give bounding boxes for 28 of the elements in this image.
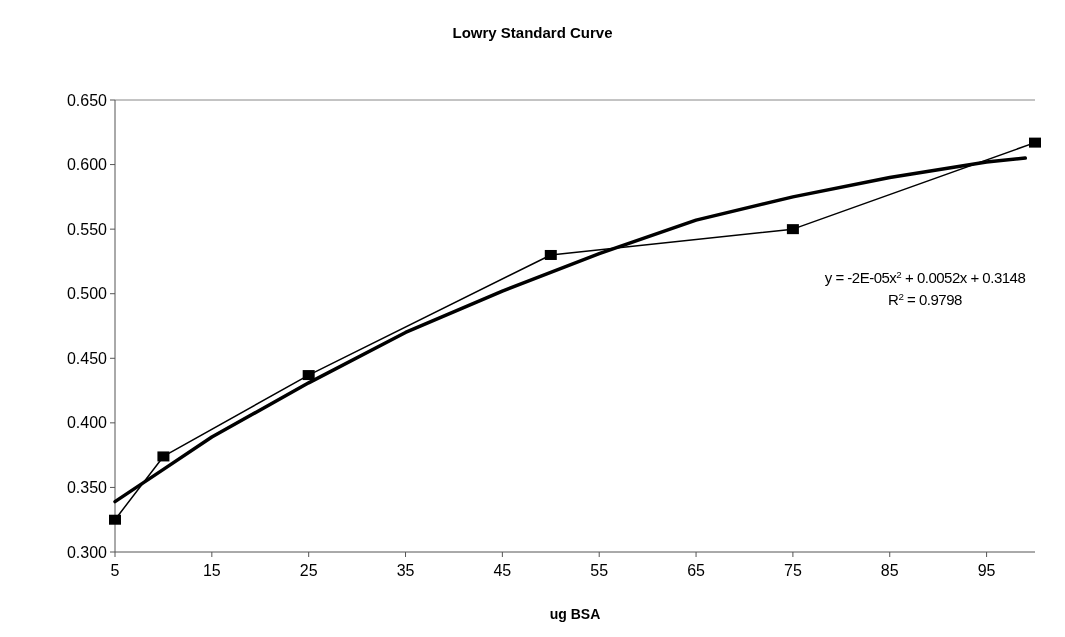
x-tick-label: 75 xyxy=(784,562,802,579)
y-tick-label: 0.400 xyxy=(66,414,108,432)
x-tick-label: 35 xyxy=(396,562,415,579)
y-tick-label: 0.300 xyxy=(66,543,108,561)
point xyxy=(109,514,121,525)
y-tick-label: 0.500 xyxy=(66,285,108,303)
x-tick-label: 5 xyxy=(110,562,120,579)
annotation: R$^{2}$ = 0.9798 xyxy=(888,290,963,308)
annotation: y = -2E-05x$^{2}$ + 0.0052x + 0.3148 xyxy=(824,268,1026,286)
x-tick-label: 45 xyxy=(493,562,512,579)
x-tick-label: 25 xyxy=(299,562,318,579)
y-tick-label: 0.650 xyxy=(66,91,108,109)
x-tick-label: 15 xyxy=(202,562,221,579)
y-tick-label: 0.550 xyxy=(66,220,108,238)
y-tick-label: 0.600 xyxy=(66,156,108,174)
point xyxy=(302,370,315,381)
y-tick-label: 0.450 xyxy=(66,349,108,367)
x-tick-label: 65 xyxy=(687,562,706,579)
y-tick-label: 0.350 xyxy=(66,479,108,497)
x-tick-label: 95 xyxy=(977,562,996,579)
point xyxy=(157,451,170,462)
x-axis-title: ug BSA xyxy=(549,606,601,622)
x-tick-label: 85 xyxy=(880,562,899,579)
point xyxy=(544,249,557,260)
point xyxy=(1029,137,1041,148)
chart-title: Lowry Standard Curve xyxy=(452,24,613,41)
point xyxy=(786,224,799,235)
x-tick-label: 55 xyxy=(590,562,609,579)
